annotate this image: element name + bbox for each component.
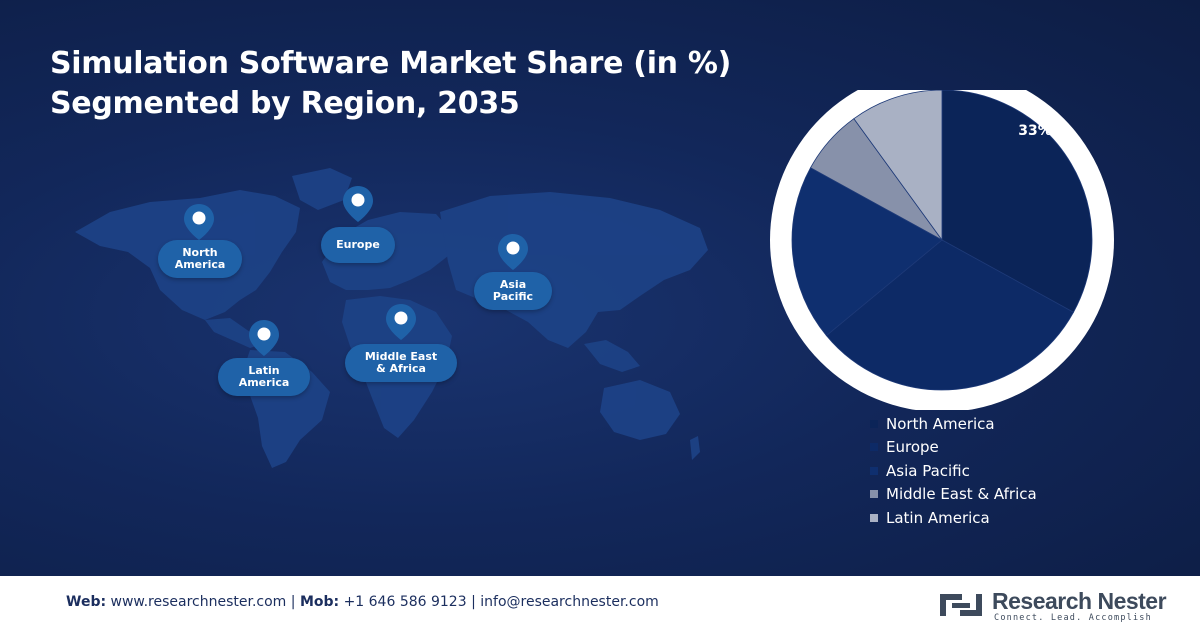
legend-label: North America [886,414,995,433]
pie-slice-latin-america [853,90,943,242]
footer-bar: Web: www.researchnester.com | Mob: +1 64… [0,576,1200,628]
pie-slice-north-america [941,90,1093,313]
mob-label: Mob: [299,594,340,610]
legend-swatch [870,513,878,522]
map-greenland [292,168,352,210]
map-new-zealand [690,436,700,460]
logo-tagline: Connect. Lead. Accomplish [994,613,1152,623]
region-label-europe: Europe [321,227,395,263]
legend-item: Latin America [870,506,1037,530]
legend-swatch [870,466,878,475]
pie-chart: 33% [770,90,1114,410]
region-label-north-america: North America [158,240,242,278]
legend-item: Europe [870,436,1037,460]
legend-swatch [870,443,878,452]
chart-legend: North America Europe Asia Pacific Middle Ea… [870,412,1037,530]
legend-label: Asia Pacific [886,461,970,480]
map-pin-icon [184,204,214,240]
map-asia [440,192,708,348]
map-pin-icon [249,320,279,356]
map-southeast-asia [584,340,640,372]
legend-swatch [870,419,878,428]
pie-data-label: 33% [1018,123,1052,139]
region-label-middle-east-africa: Middle East & Africa [345,344,457,382]
separator: | [471,594,476,610]
web-label: Web: [66,594,107,610]
map-pin-icon [498,234,528,270]
region-label-asia-pacific: Asia Pacific [474,272,552,310]
contact-info: Web: www.researchnester.com | Mob: +1 64… [66,594,659,610]
email-link[interactable]: info@researchnester.com [480,594,659,610]
research-nester-logo-icon [940,594,982,616]
website-link[interactable]: www.researchnester.com [110,594,287,610]
region-label-latin-america: Latin America [218,358,310,396]
legend-item: Middle East & Africa [870,483,1037,507]
phone-number: +1 646 586 9123 [343,594,467,610]
legend-label: Latin America [886,508,990,527]
map-pin-icon [343,186,373,222]
pie-slice-asia-pacific [791,167,943,337]
map-australia [600,380,680,440]
legend-item: North America [870,412,1037,436]
legend-label: Middle East & Africa [886,485,1037,504]
map-pin-icon [386,304,416,340]
separator: | [290,594,296,610]
legend-label: Europe [886,438,939,457]
legend-item: Asia Pacific [870,459,1037,483]
logo-name: Research Nester [992,588,1167,614]
chart-title: Simulation Software Market Share (in %) … [50,46,732,121]
legend-swatch [870,490,878,499]
map-central-america [205,318,262,348]
infographic-panel: North America Europe Asia Pacific Middle E… [0,0,1200,576]
pie-slice-europe [825,239,1074,391]
